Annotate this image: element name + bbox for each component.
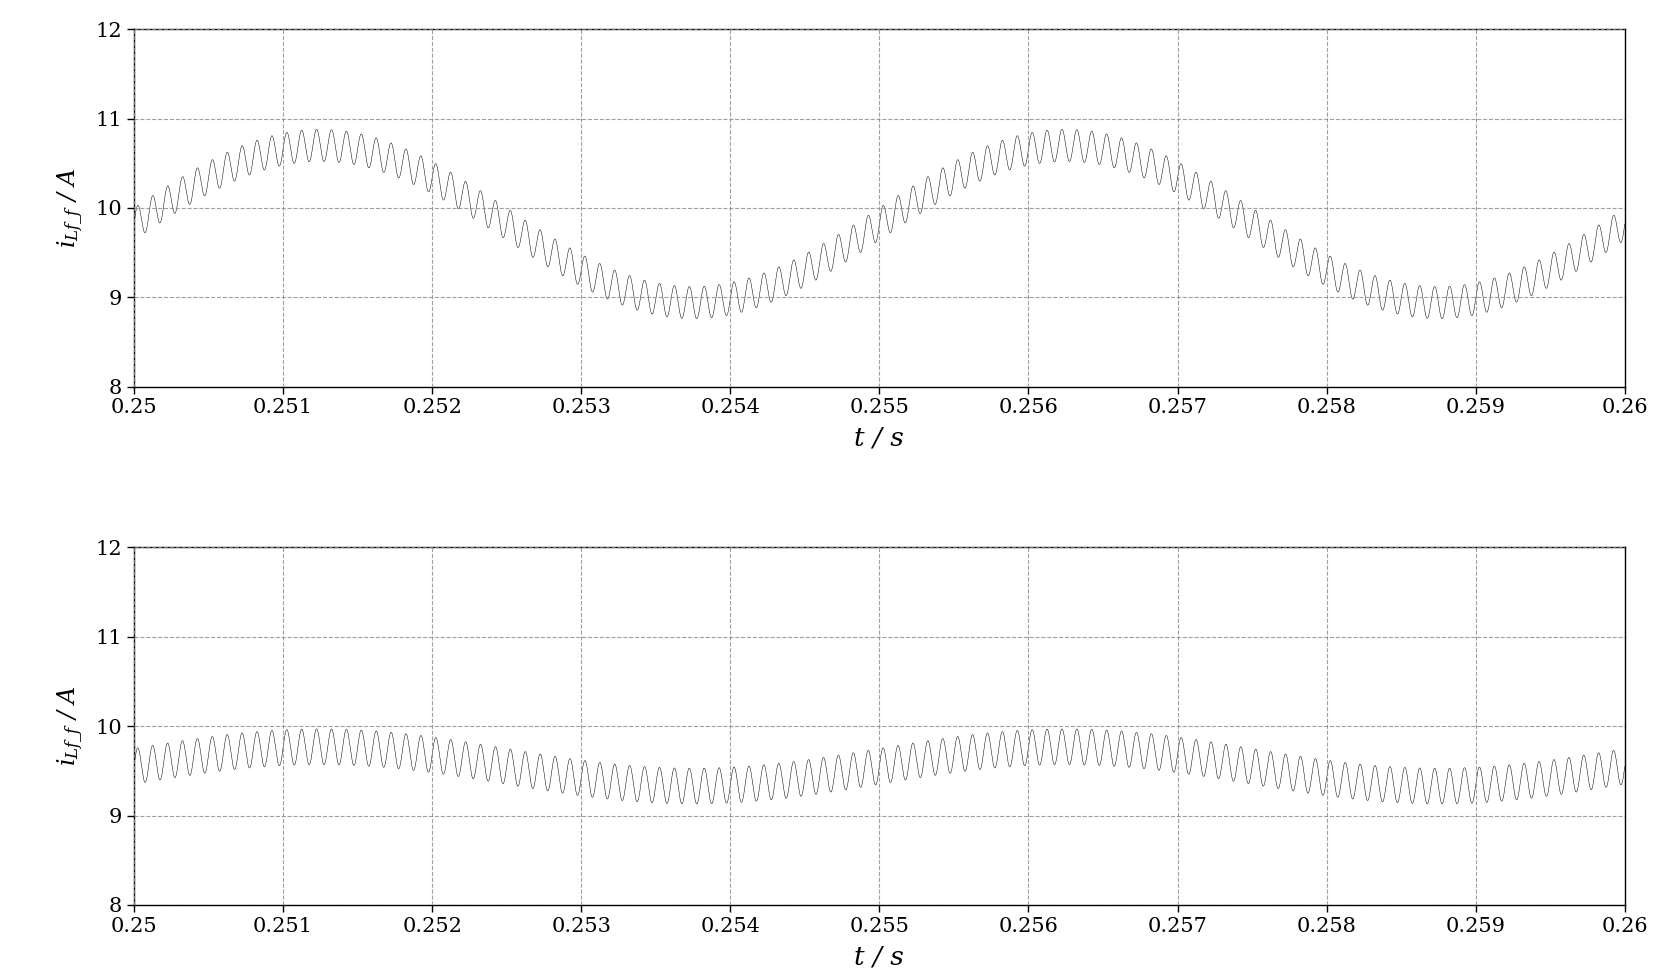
- Y-axis label: $i_{Lf\_f}$ / A: $i_{Lf\_f}$ / A: [55, 686, 84, 767]
- X-axis label: t / s: t / s: [854, 944, 904, 969]
- Y-axis label: $i_{Lf\_f}$ / A: $i_{Lf\_f}$ / A: [55, 167, 84, 248]
- X-axis label: t / s: t / s: [854, 426, 904, 450]
